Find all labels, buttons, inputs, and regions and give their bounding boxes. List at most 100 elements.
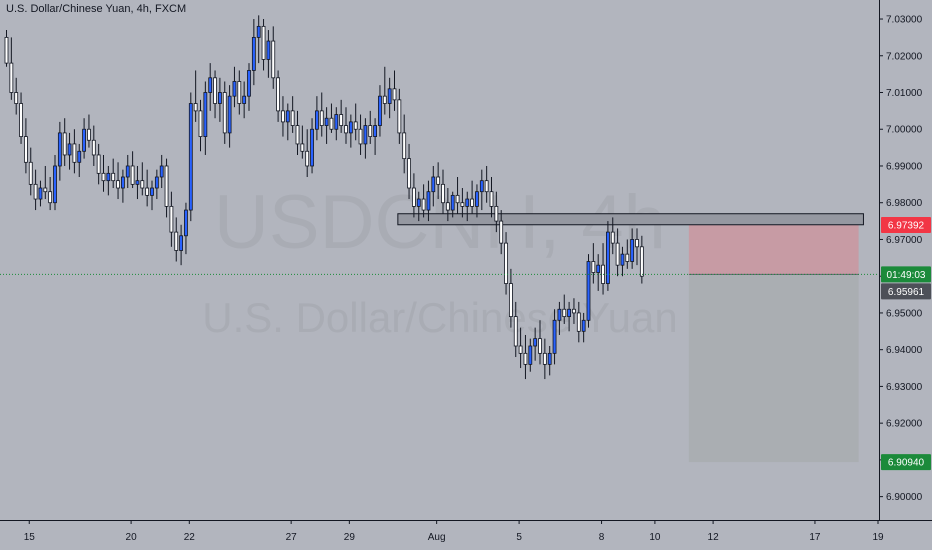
candle[interactable] xyxy=(528,338,533,372)
candle[interactable] xyxy=(82,118,86,159)
candle[interactable] xyxy=(562,294,567,324)
candle[interactable] xyxy=(19,92,23,144)
candle[interactable] xyxy=(368,110,373,144)
candle[interactable] xyxy=(445,188,450,222)
candle[interactable] xyxy=(392,70,397,111)
candle[interactable] xyxy=(319,92,324,137)
candle[interactable] xyxy=(542,338,547,380)
take-profit-zone[interactable] xyxy=(688,274,859,463)
candle[interactable] xyxy=(508,268,513,328)
candle[interactable] xyxy=(222,81,227,144)
candle[interactable] xyxy=(402,114,407,174)
candle[interactable] xyxy=(489,177,494,218)
candle[interactable] xyxy=(150,180,154,211)
candle[interactable] xyxy=(513,301,518,358)
candle[interactable] xyxy=(125,154,130,189)
candle[interactable] xyxy=(581,312,586,343)
candle[interactable] xyxy=(193,70,198,122)
candle[interactable] xyxy=(591,243,596,284)
candle[interactable] xyxy=(620,246,625,277)
candle[interactable] xyxy=(271,26,276,89)
candle[interactable] xyxy=(421,184,426,218)
candle[interactable] xyxy=(111,158,116,189)
candle[interactable] xyxy=(179,224,184,266)
candle[interactable] xyxy=(174,217,179,262)
candle[interactable] xyxy=(572,298,576,324)
candle[interactable] xyxy=(290,96,295,133)
candle[interactable] xyxy=(494,191,499,233)
candle[interactable] xyxy=(407,143,411,200)
candle[interactable] xyxy=(232,66,237,108)
candle[interactable] xyxy=(188,92,193,222)
candle[interactable] xyxy=(305,129,310,177)
candle[interactable] xyxy=(251,19,256,86)
candle[interactable] xyxy=(479,169,484,211)
candle[interactable] xyxy=(4,30,9,67)
symbol-title[interactable]: U.S. Dollar/Chinese Yuan, 4h, FXCM xyxy=(6,3,187,15)
candle[interactable] xyxy=(567,301,571,332)
candle[interactable] xyxy=(106,165,111,196)
candle[interactable] xyxy=(363,118,368,159)
candle[interactable] xyxy=(38,180,43,207)
candle[interactable] xyxy=(53,154,57,211)
candle[interactable] xyxy=(164,158,169,218)
stop-loss-zone[interactable] xyxy=(688,225,859,275)
candle[interactable] xyxy=(198,99,203,152)
candle[interactable] xyxy=(57,121,62,181)
candle[interactable] xyxy=(552,309,557,365)
candle[interactable] xyxy=(285,103,290,141)
candle[interactable] xyxy=(154,169,159,200)
candle[interactable] xyxy=(28,147,33,196)
candle[interactable] xyxy=(436,162,441,200)
candle[interactable] xyxy=(344,107,348,144)
candle[interactable] xyxy=(121,169,125,203)
candle[interactable] xyxy=(62,118,67,166)
candle[interactable] xyxy=(237,70,242,115)
candle[interactable] xyxy=(387,77,392,119)
candle[interactable] xyxy=(378,85,382,137)
candle[interactable] xyxy=(91,125,96,166)
candle[interactable] xyxy=(441,169,445,214)
candle[interactable] xyxy=(353,103,358,141)
candle[interactable] xyxy=(576,301,581,343)
candle[interactable] xyxy=(625,239,630,269)
candle[interactable] xyxy=(450,191,455,218)
candle[interactable] xyxy=(169,191,174,247)
candle[interactable] xyxy=(460,188,465,218)
candle[interactable] xyxy=(358,114,363,155)
candle[interactable] xyxy=(261,19,266,71)
candle[interactable] xyxy=(397,88,402,144)
candle[interactable] xyxy=(523,334,528,380)
resistance-zone[interactable] xyxy=(397,213,864,226)
candle[interactable] xyxy=(533,327,538,361)
candle[interactable] xyxy=(266,30,271,78)
candle[interactable] xyxy=(610,217,615,255)
candle[interactable] xyxy=(281,96,285,137)
candle[interactable] xyxy=(324,107,329,144)
candle[interactable] xyxy=(518,327,523,369)
candle[interactable] xyxy=(416,191,421,222)
candle[interactable] xyxy=(586,254,591,328)
candle[interactable] xyxy=(596,254,601,291)
candle[interactable] xyxy=(557,301,562,335)
candle[interactable] xyxy=(140,162,145,196)
candle[interactable] xyxy=(14,77,19,115)
candles[interactable] xyxy=(4,15,644,380)
candle[interactable] xyxy=(470,180,475,214)
candle[interactable] xyxy=(455,177,460,214)
candle[interactable] xyxy=(23,118,28,174)
candle[interactable] xyxy=(208,63,213,111)
candle[interactable] xyxy=(295,110,300,155)
candle[interactable] xyxy=(314,96,319,141)
candle[interactable] xyxy=(339,99,344,133)
candle[interactable] xyxy=(499,210,504,255)
candle[interactable] xyxy=(547,346,552,376)
candle[interactable] xyxy=(475,184,479,218)
candle[interactable] xyxy=(411,173,416,218)
candle[interactable] xyxy=(67,132,72,170)
candle[interactable] xyxy=(639,235,644,284)
candle[interactable] xyxy=(184,202,188,255)
candle[interactable] xyxy=(615,228,620,277)
